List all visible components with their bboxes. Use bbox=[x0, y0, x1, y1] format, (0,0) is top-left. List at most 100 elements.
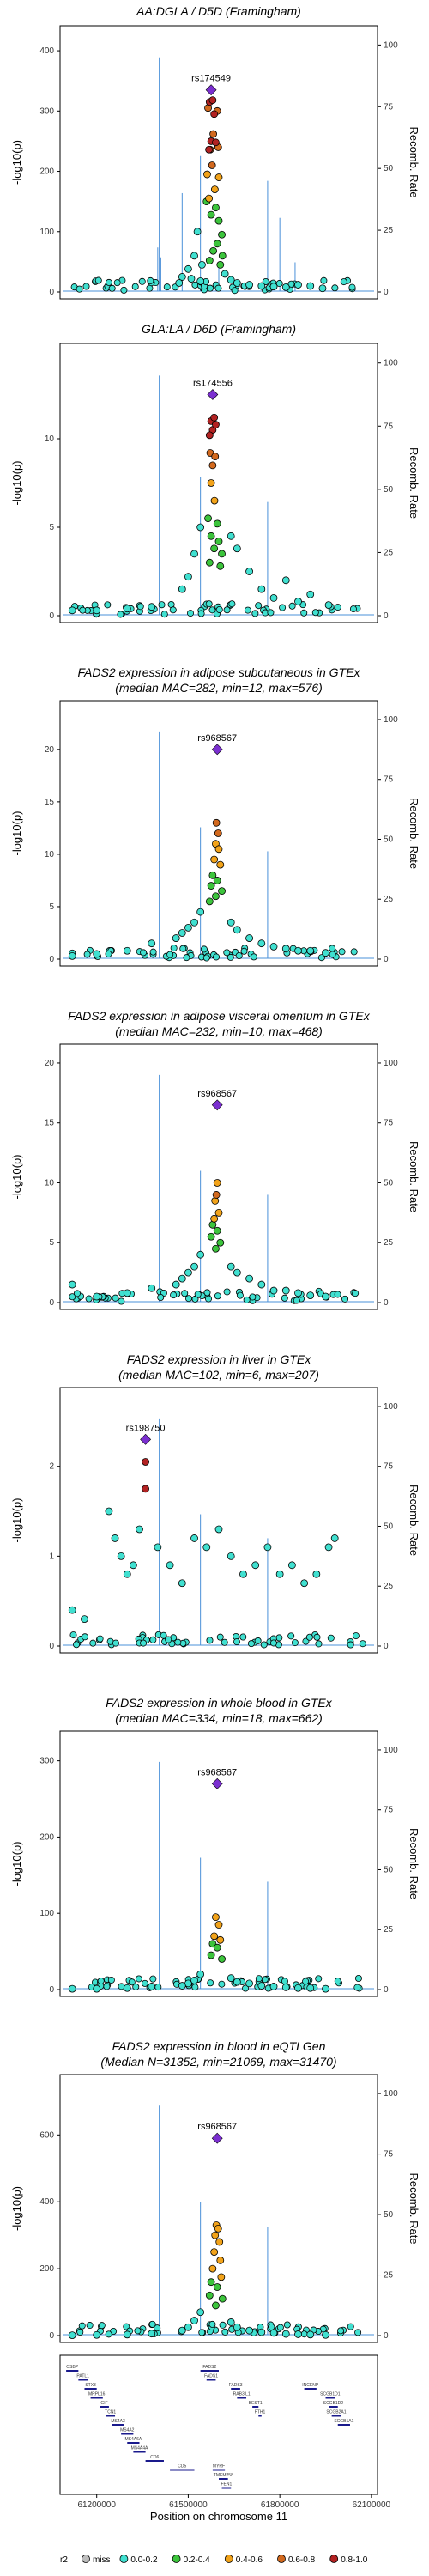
plot-frame bbox=[59, 1730, 378, 1997]
snp-point-r2-0-4-0-6 bbox=[210, 2248, 219, 2257]
snp-point bbox=[131, 283, 139, 290]
gene-label: FEN1 bbox=[221, 2482, 233, 2488]
snp-point bbox=[149, 948, 157, 956]
snp-point bbox=[221, 2328, 229, 2336]
snp-point-r2-0-2-0-4 bbox=[205, 257, 214, 264]
snp-point bbox=[105, 950, 112, 957]
snp-point bbox=[170, 945, 178, 952]
snp-point bbox=[251, 610, 259, 617]
snp-point bbox=[179, 945, 187, 952]
snp-point-r2-0-4-0-6 bbox=[213, 1179, 221, 1187]
snp-point-r2-0-0-2 bbox=[178, 1982, 186, 1990]
snp-point-r2-0-0-2 bbox=[175, 279, 184, 287]
snp-point-r2-0-0-2 bbox=[178, 1579, 186, 1588]
y2-tick-label: 50 bbox=[384, 164, 394, 173]
snp-point-r2-0-0-2 bbox=[233, 544, 241, 553]
y-tick-label: 5 bbox=[49, 1238, 54, 1248]
snp-point-r2-0-0-2 bbox=[257, 585, 266, 593]
snp-point bbox=[279, 604, 287, 611]
snp-point-r2-0-6-0-8 bbox=[212, 818, 221, 827]
plot-frame bbox=[59, 343, 378, 623]
snp-point bbox=[185, 1295, 193, 1303]
snp-point-r2-0-0-2 bbox=[178, 929, 186, 937]
snp-point-r2-0-0-2 bbox=[93, 950, 101, 958]
snp-point-r2-0-4-0-6 bbox=[214, 845, 223, 854]
snp-point-r2-0-8-1-0 bbox=[142, 1485, 150, 1493]
snp-point bbox=[218, 1980, 226, 1988]
snp-point-r2-0-4-0-6 bbox=[217, 2273, 226, 2281]
snp-point-r2-0-0-2 bbox=[123, 1570, 131, 1578]
snp-point-r2-0-0-2 bbox=[221, 270, 229, 278]
chart-subtitle: (Median N=31352, min=21069, max=31470) bbox=[100, 2055, 336, 2069]
snp-point bbox=[247, 1640, 255, 1648]
snp-point bbox=[320, 276, 328, 284]
gene-track-frame bbox=[59, 2354, 378, 2495]
lead-snp-marker bbox=[207, 389, 219, 400]
snp-point-r2-0-0-2 bbox=[129, 1561, 137, 1570]
y2-tick-label: 0 bbox=[384, 1985, 389, 1995]
snp-point-r2-0-8-1-0 bbox=[205, 145, 214, 154]
snp-point-r2-0-2-0-4 bbox=[210, 544, 219, 553]
snp-point-r2-0-0-2 bbox=[306, 1984, 315, 1992]
snp-point-r2-0-6-0-8 bbox=[208, 461, 217, 470]
snp-point bbox=[154, 1984, 162, 1991]
y-tick-label: 10 bbox=[45, 850, 55, 860]
snp-point bbox=[170, 1291, 178, 1299]
snp-point-r2-0-8-1-0 bbox=[142, 1458, 150, 1466]
y2-tick-label: 100 bbox=[384, 2089, 398, 2099]
gene-label: PATL1 bbox=[76, 2374, 89, 2379]
snp-point-r2-0-0-2 bbox=[318, 284, 327, 293]
snp-point-r2-0-2-0-4 bbox=[218, 1955, 226, 1963]
snp-point bbox=[231, 287, 239, 295]
snp-point-r2-0-4-0-6 bbox=[210, 496, 219, 505]
snp-point-r2-0-0-2 bbox=[123, 1289, 131, 1297]
snp-point bbox=[97, 1977, 105, 1984]
y-tick-label: 10 bbox=[45, 1178, 55, 1188]
snp-point-r2-0-0-2 bbox=[190, 918, 198, 927]
snp-point bbox=[244, 606, 251, 614]
y2-tick-label: 75 bbox=[384, 775, 394, 785]
snp-point-r2-0-0-2 bbox=[105, 1507, 113, 1516]
snp-point-r2-0-0-2 bbox=[184, 923, 192, 932]
snp-point bbox=[181, 1290, 189, 1297]
snp-point-r2-0-0-2 bbox=[312, 1570, 321, 1578]
snp-point-r2-0-2-0-4 bbox=[205, 2291, 214, 2300]
snp-point bbox=[105, 2330, 112, 2338]
snp-point bbox=[149, 1975, 157, 1983]
lead-snp-label: rs174549 bbox=[191, 74, 231, 84]
snp-point bbox=[138, 277, 146, 285]
legend-label: 0.0-0.2 bbox=[130, 2555, 158, 2565]
snp-point-r2-0-0-2 bbox=[196, 908, 205, 916]
snp-point-r2-0-0-2 bbox=[251, 1561, 260, 1570]
snp-point bbox=[269, 1639, 277, 1647]
snp-point bbox=[73, 1290, 81, 1297]
snp-point bbox=[329, 951, 336, 958]
y-tick-label: 1 bbox=[49, 1552, 54, 1561]
snp-point-r2-0-0-2 bbox=[245, 2326, 253, 2335]
snp-point bbox=[112, 1294, 119, 1302]
snp-point bbox=[149, 1636, 157, 1643]
snp-point-r2-0-0-2 bbox=[123, 2330, 131, 2339]
lead-snp-label: rs968567 bbox=[197, 1767, 237, 1777]
y-axis-label: -log10(p) bbox=[10, 1841, 23, 1886]
snp-point bbox=[334, 1978, 341, 1985]
snp-point bbox=[200, 945, 208, 953]
y2-tick-label: 50 bbox=[384, 835, 394, 844]
y2-tick-label: 100 bbox=[384, 1746, 398, 1755]
y-tick-label: 15 bbox=[45, 798, 55, 807]
chart-title: FADS2 expression in whole blood in GTEx bbox=[106, 1696, 333, 1710]
chart-title: FADS2 expression in adipose visceral ome… bbox=[68, 1009, 370, 1023]
y2-tick-label: 0 bbox=[384, 288, 389, 297]
snp-point-r2-0-0-2 bbox=[227, 2318, 235, 2326]
snp-point bbox=[340, 278, 347, 286]
snp-point bbox=[228, 600, 236, 608]
y2-tick-label: 25 bbox=[384, 895, 394, 904]
snp-point-r2-0-0-2 bbox=[196, 1250, 205, 1259]
legend: r2 miss 0.0-0.2 0.2-0.4 0.4-0.6 0.6-0.8 0.8-1.… bbox=[60, 2555, 368, 2565]
snp-point-r2-0-4-0-6 bbox=[210, 1932, 219, 1941]
snp-point bbox=[353, 1984, 361, 1991]
snp-point-r2-0-0-2 bbox=[178, 585, 186, 593]
y-tick-label: 100 bbox=[39, 228, 54, 237]
snp-point bbox=[73, 1641, 81, 1649]
snp-point-r2-0-0-2 bbox=[93, 1984, 101, 1993]
